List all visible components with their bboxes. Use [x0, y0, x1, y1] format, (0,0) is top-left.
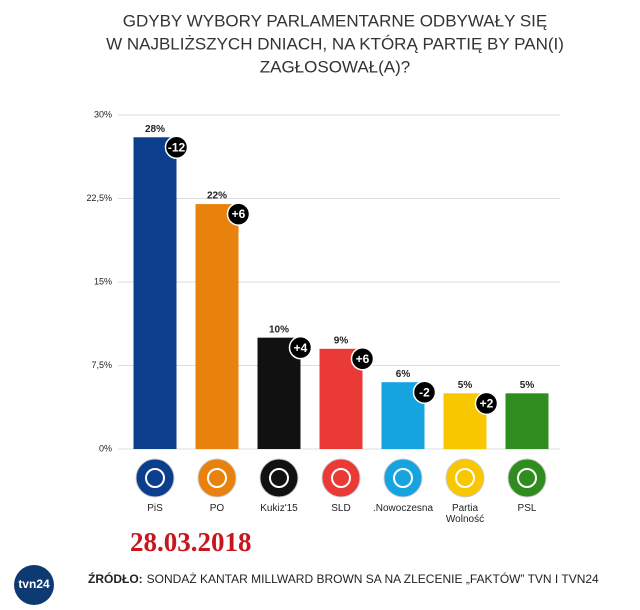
value-label: 5% — [458, 380, 473, 391]
value-label: 10% — [269, 324, 289, 335]
party-logo-inner — [331, 468, 351, 488]
title-line: GDYBY WYBORY PARLAMENTARNE ODBYWAŁY SIĘ — [123, 11, 548, 30]
party-logo — [135, 458, 175, 498]
change-label: +6 — [232, 207, 246, 221]
y-tick-label: 7,5% — [91, 360, 112, 370]
change-badge — [226, 202, 251, 226]
y-tick-label: 15% — [94, 276, 112, 286]
change-badge — [164, 135, 189, 160]
party-logo-inner — [207, 468, 227, 488]
source: ŹRÓDŁO: SONDAŻ KANTAR MILLWARD BROWN SA N… — [88, 571, 599, 586]
party-logo-inner — [269, 468, 289, 488]
party-logo — [197, 458, 237, 498]
party-logo-inner — [145, 468, 165, 488]
x-tick-label: PiS — [147, 503, 163, 514]
x-tick-label: Kukiz'15 — [260, 503, 298, 514]
source-text: SONDAŻ KANTAR MILLWARD BROWN SA NA ZLECE… — [147, 571, 599, 586]
x-tick-label: PSL — [517, 503, 537, 514]
party-logo — [445, 458, 485, 498]
value-label: 28% — [145, 124, 165, 135]
value-label: 6% — [396, 369, 411, 380]
value-label: 9% — [334, 335, 349, 346]
logo-circle — [14, 565, 54, 605]
title-line: W NAJBLIŻSZYCH DNIACH, NA KTÓRĄ PARTIĘ B… — [106, 34, 564, 53]
x-tick-label: SLD — [331, 503, 351, 514]
x-tick-label: PO — [209, 503, 225, 514]
value-label: 5% — [520, 380, 535, 391]
party-logo-inner — [517, 468, 537, 488]
bar — [195, 204, 239, 449]
y-tick-label: 0% — [99, 443, 112, 453]
party-logo-inner — [455, 468, 475, 488]
source-label: ŹRÓDŁO: — [88, 571, 143, 586]
value-label: 22% — [207, 191, 227, 202]
x-tick-label: .Nowoczesna — [372, 503, 434, 514]
party-logo — [259, 458, 299, 498]
date: 28.03.2018 — [130, 527, 252, 557]
party-logo — [383, 458, 423, 498]
bar — [133, 137, 177, 449]
x-tick-label: Partia Wolność — [445, 503, 485, 525]
change-badge — [288, 335, 313, 360]
change-badge — [412, 380, 437, 404]
party-logo — [321, 458, 361, 498]
change-label: -2 — [419, 385, 430, 399]
change-badge — [474, 391, 499, 416]
change-badge — [350, 347, 375, 371]
y-tick-label: 30% — [94, 109, 112, 119]
bar — [505, 393, 549, 449]
change-label: +2 — [480, 397, 494, 411]
y-tick-label: 22,5% — [86, 193, 112, 203]
party-logo-inner — [393, 468, 413, 488]
change-label: -12 — [168, 140, 186, 154]
title-line: ZAGŁOSOWAŁ(A)? — [260, 57, 411, 76]
change-label: +4 — [294, 341, 308, 355]
change-label: +6 — [356, 352, 370, 366]
party-logo — [507, 458, 547, 498]
logo: tvn24 — [18, 577, 50, 591]
